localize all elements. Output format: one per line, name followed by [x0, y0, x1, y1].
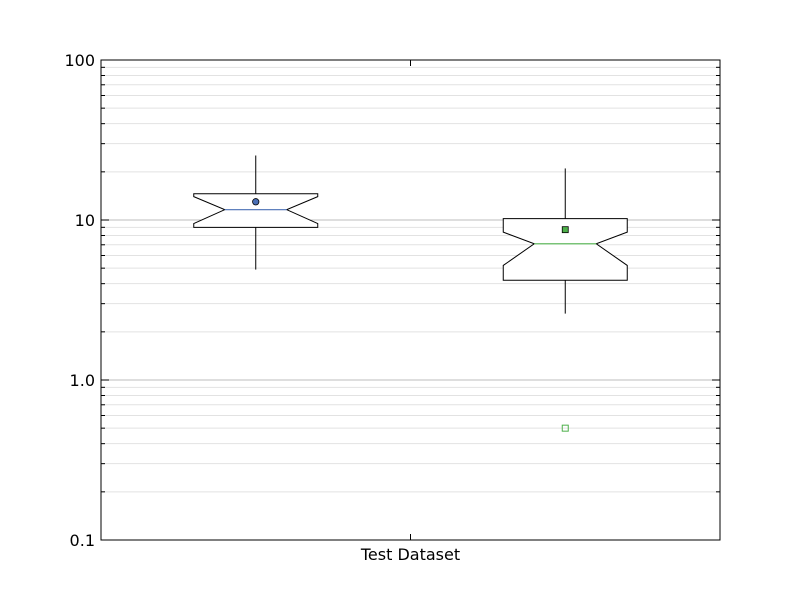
x-axis-label: Test Dataset — [360, 545, 460, 564]
grid-lines — [101, 66, 720, 493]
plot-frame — [100, 59, 721, 541]
boxes — [193, 155, 628, 432]
outlier-point — [561, 424, 569, 432]
box-2 — [502, 168, 628, 432]
y-tick-label: 1.0 — [70, 371, 95, 390]
box-1 — [193, 155, 319, 270]
notched-box — [502, 218, 628, 281]
y-tick-label: 10 — [75, 211, 95, 230]
notched-box — [193, 193, 319, 228]
axis-ticks: 0.1 1.0 10 100 — [64, 51, 720, 550]
mean-marker — [252, 198, 260, 206]
mean-marker — [561, 226, 569, 234]
y-tick-label: 100 — [64, 51, 95, 70]
y-tick-label: 0.1 — [70, 531, 95, 550]
